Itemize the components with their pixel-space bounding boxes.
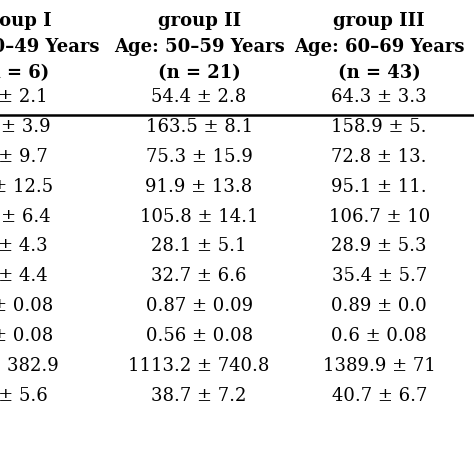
Text: 5 ± 0.08: 5 ± 0.08	[0, 297, 54, 315]
Text: (n = 21): (n = 21)	[158, 64, 240, 82]
Text: group II: group II	[157, 12, 241, 30]
Text: 72.8 ± 13.: 72.8 ± 13.	[331, 148, 427, 166]
Text: 6 ± 4.4: 6 ± 4.4	[0, 267, 47, 285]
Text: 4 ± 4.3: 4 ± 4.3	[0, 237, 47, 255]
Text: 106.7 ± 10: 106.7 ± 10	[328, 208, 430, 226]
Text: 95.1 ± 11.: 95.1 ± 11.	[331, 178, 427, 196]
Text: 3 ± 12.5: 3 ± 12.5	[0, 178, 53, 196]
Text: 105.8 ± 14.1: 105.8 ± 14.1	[140, 208, 258, 226]
Text: 4 ± 0.08: 4 ± 0.08	[0, 327, 54, 345]
Text: 0.56 ± 0.08: 0.56 ± 0.08	[146, 327, 253, 345]
Text: (n = 6): (n = 6)	[0, 64, 49, 82]
Text: 5 ± 2.1: 5 ± 2.1	[0, 88, 47, 106]
Text: 0.6 ± 0.08: 0.6 ± 0.08	[331, 327, 427, 345]
Text: .2 ± 3.9: .2 ± 3.9	[0, 118, 51, 136]
Text: 28.9 ± 5.3: 28.9 ± 5.3	[331, 237, 427, 255]
Text: .8 ± 6.4: .8 ± 6.4	[0, 208, 51, 226]
Text: 32.7 ± 6.6: 32.7 ± 6.6	[151, 267, 247, 285]
Text: 3 ± 5.6: 3 ± 5.6	[0, 387, 47, 405]
Text: 75.3 ± 15.9: 75.3 ± 15.9	[146, 148, 253, 166]
Text: 3 ± 382.9: 3 ± 382.9	[0, 357, 59, 375]
Text: 1113.2 ± 740.8: 1113.2 ± 740.8	[128, 357, 270, 375]
Text: 1389.9 ± 71: 1389.9 ± 71	[323, 357, 436, 375]
Text: 40.7 ± 6.7: 40.7 ± 6.7	[331, 387, 427, 405]
Text: Age: 50–59 Years: Age: 50–59 Years	[114, 38, 284, 56]
Text: 64.3 ± 3.3: 64.3 ± 3.3	[331, 88, 427, 106]
Text: Age: 60–69 Years: Age: 60–69 Years	[294, 38, 465, 56]
Text: 28.1 ± 5.1: 28.1 ± 5.1	[151, 237, 247, 255]
Text: 0.89 ± 0.0: 0.89 ± 0.0	[331, 297, 427, 315]
Text: 35.4 ± 5.7: 35.4 ± 5.7	[332, 267, 427, 285]
Text: 6 ± 9.7: 6 ± 9.7	[0, 148, 47, 166]
Text: 54.4 ± 2.8: 54.4 ± 2.8	[152, 88, 246, 106]
Text: group I: group I	[0, 12, 52, 30]
Text: group III: group III	[333, 12, 425, 30]
Text: 0.87 ± 0.09: 0.87 ± 0.09	[146, 297, 253, 315]
Text: Age: 40–49 Years: Age: 40–49 Years	[0, 38, 100, 56]
Text: 38.7 ± 7.2: 38.7 ± 7.2	[151, 387, 247, 405]
Text: 158.9 ± 5.: 158.9 ± 5.	[331, 118, 427, 136]
Text: 91.9 ± 13.8: 91.9 ± 13.8	[146, 178, 253, 196]
Text: 163.5 ± 8.1: 163.5 ± 8.1	[146, 118, 253, 136]
Text: (n = 43): (n = 43)	[338, 64, 420, 82]
